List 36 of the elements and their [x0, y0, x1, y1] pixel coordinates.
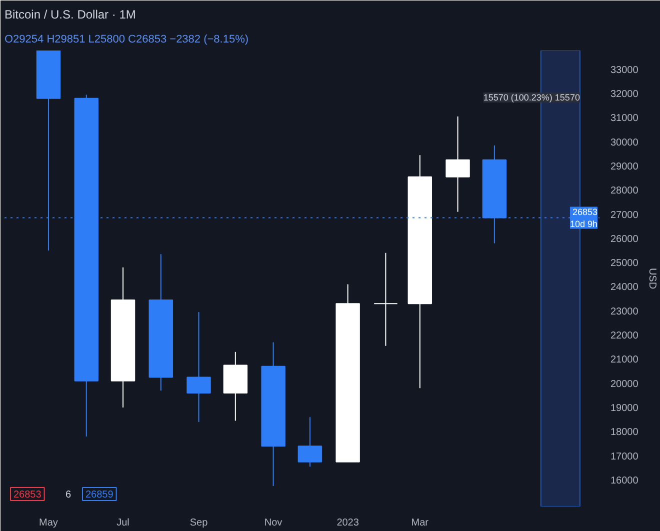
x-tick-label: Nov	[264, 518, 282, 528]
band-label: 15570 (100.23%) 15570	[483, 92, 580, 102]
y-tick-label: 17000	[610, 451, 639, 462]
chart-subtitle: O29254 H29851 L25800 C26853 −2382 (−8.15%)	[4, 34, 249, 46]
y-tick-label: 27000	[610, 210, 639, 221]
y-tick-label: 26000	[610, 234, 639, 245]
y-tick-label: 16000	[610, 475, 639, 486]
y-tick-label: 28000	[610, 186, 639, 197]
y-tick-label: 24000	[610, 282, 639, 294]
annotation: 26853	[14, 490, 42, 500]
y-tick-label: 25000	[610, 258, 639, 270]
x-tick-label: Mar	[411, 518, 430, 528]
candlestick	[186, 312, 211, 422]
ref-line-label: 26853 10d 9h	[570, 206, 598, 229]
y-tick-label: 30000	[610, 137, 639, 148]
y-tick-label: 29000	[610, 161, 639, 172]
y-axis-title: USD	[646, 268, 658, 290]
x-tick-label: May	[39, 518, 58, 528]
y-tick-label: 22000	[610, 330, 639, 342]
annotation: 6	[66, 490, 72, 500]
y-tick-label: 33000	[610, 64, 639, 76]
x-tick-label: Sep	[190, 518, 208, 528]
chart-title: Bitcoin / U.S. Dollar · 1M	[4, 8, 136, 22]
y-tick-label: 18000	[610, 427, 639, 438]
y-tick-label: 23000	[610, 306, 639, 318]
annotation: 26859	[86, 490, 114, 500]
x-tick-label: Jul	[116, 518, 130, 528]
candlestick	[374, 252, 398, 346]
candlestick	[446, 116, 470, 212]
y-tick-label: 32000	[610, 88, 639, 100]
y-tick-label: 31000	[610, 113, 639, 124]
candlestick	[298, 416, 322, 468]
y-tick-label: 19000	[610, 402, 639, 414]
y-tick-label: 20000	[610, 378, 639, 390]
x-tick-label: 2023	[336, 518, 360, 528]
y-tick-label: 21000	[610, 354, 639, 366]
